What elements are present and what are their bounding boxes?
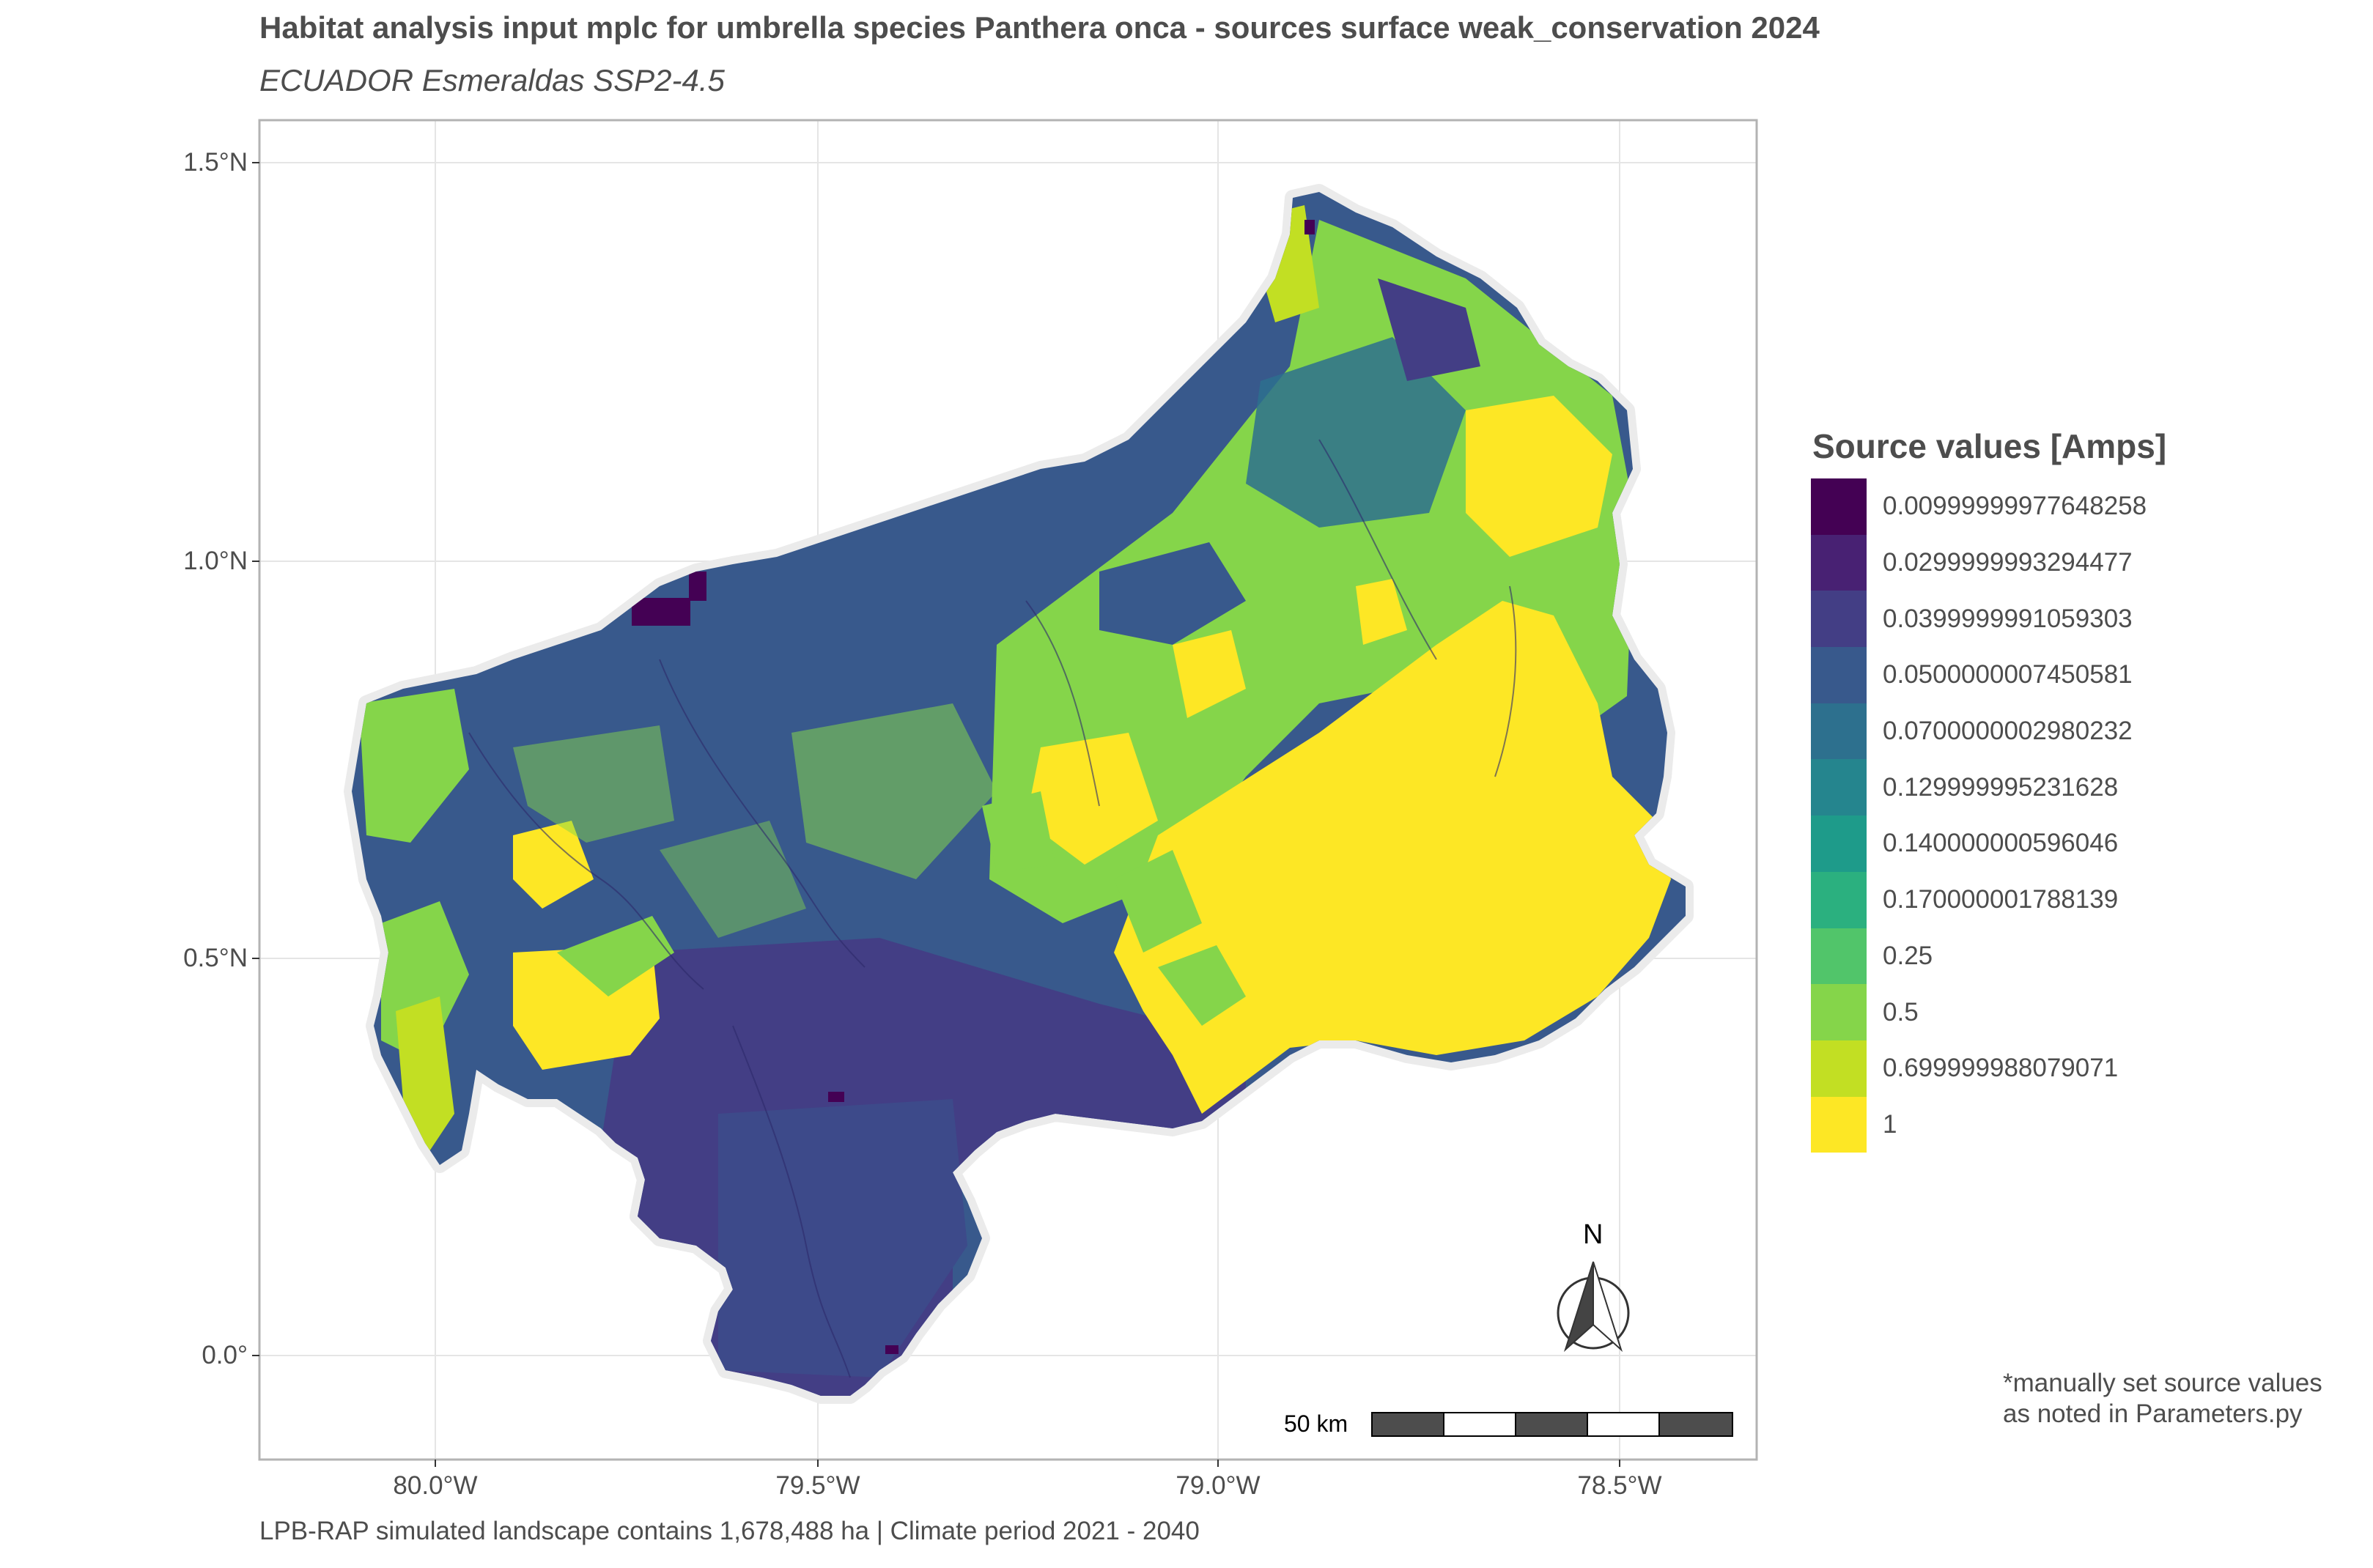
map-caption: LPB-RAP simulated landscape contains 1,6…: [259, 1517, 1200, 1545]
north-arrow-icon: [1557, 1261, 1630, 1353]
source-note-line: *manually set source values: [2003, 1369, 2322, 1397]
y-tick-label: 1.0°N: [183, 547, 248, 575]
map-panel-border: [258, 119, 1758, 1461]
legend-item: 0.25: [1811, 928, 2147, 985]
legend-swatch: [1811, 647, 1867, 703]
legend-label: 0.00999999977648258: [1883, 492, 2147, 521]
x-tick-label: 79.5°W: [775, 1471, 860, 1500]
x-tick-label: 78.5°W: [1577, 1471, 1662, 1500]
legend-swatch: [1811, 759, 1867, 816]
scale-bar-label: 50 km: [1284, 1410, 1348, 1437]
source-note: *manually set source values as noted in …: [2003, 1368, 2322, 1430]
legend-item: 0.699999988079071: [1811, 1040, 2147, 1097]
legend-label: 0.699999988079071: [1883, 1054, 2119, 1083]
legend-item: 0.00999999977648258: [1811, 478, 2147, 535]
source-note-line: as noted in Parameters.py: [2003, 1399, 2303, 1428]
legend-label: 0.0299999993294477: [1883, 548, 2133, 577]
legend-label: 0.140000000596046: [1883, 829, 2119, 858]
legend-item: 0.5: [1811, 984, 2147, 1040]
legend-item: 0.0299999993294477: [1811, 534, 2147, 591]
legend: 0.00999999977648258 0.0299999993294477 0…: [1811, 478, 2147, 1153]
legend-label: 0.5: [1883, 997, 1919, 1027]
legend-swatch: [1811, 591, 1867, 648]
legend-swatch: [1811, 703, 1867, 760]
legend-label: 1: [1883, 1109, 1897, 1139]
legend-label: 0.0700000002980232: [1883, 717, 2133, 746]
legend-label: 0.0399999991059303: [1883, 604, 2133, 633]
legend-title: Source values [Amps]: [1812, 427, 2167, 465]
y-tick-label: 0.0°: [202, 1341, 248, 1369]
map-subtitle: ECUADOR Esmeraldas SSP2-4.5: [259, 63, 725, 97]
north-arrow-label: N: [1583, 1219, 1603, 1250]
legend-swatch: [1811, 928, 1867, 985]
y-tick-label: 1.5°N: [183, 148, 248, 177]
legend-item: 1: [1811, 1096, 2147, 1153]
map-title: Habitat analysis input mplc for umbrella…: [259, 10, 1820, 45]
legend-swatch: [1811, 534, 1867, 591]
legend-label: 0.170000001788139: [1883, 885, 2119, 914]
map-panel: [259, 120, 1757, 1460]
legend-item: 0.170000001788139: [1811, 871, 2147, 928]
legend-label: 0.0500000007450581: [1883, 660, 2133, 689]
x-tick-label: 79.0°W: [1176, 1471, 1261, 1500]
legend-item: 0.0500000007450581: [1811, 647, 2147, 703]
legend-label: 0.129999995231628: [1883, 772, 2119, 802]
legend-swatch: [1811, 478, 1867, 535]
legend-swatch: [1811, 1040, 1867, 1097]
axis-ticks: [252, 162, 1620, 1467]
x-tick-label: 80.0°W: [393, 1471, 478, 1500]
legend-swatch: [1811, 984, 1867, 1040]
legend-swatch: [1811, 816, 1867, 872]
legend-item: 0.0399999991059303: [1811, 591, 2147, 648]
scale-bar: [1371, 1412, 1733, 1437]
legend-swatch: [1811, 1096, 1867, 1153]
legend-swatch: [1811, 871, 1867, 928]
y-tick-label: 0.5°N: [183, 944, 248, 972]
legend-item: 0.129999995231628: [1811, 759, 2147, 816]
legend-item: 0.140000000596046: [1811, 816, 2147, 872]
legend-label: 0.25: [1883, 941, 1933, 970]
legend-item: 0.0700000002980232: [1811, 703, 2147, 760]
